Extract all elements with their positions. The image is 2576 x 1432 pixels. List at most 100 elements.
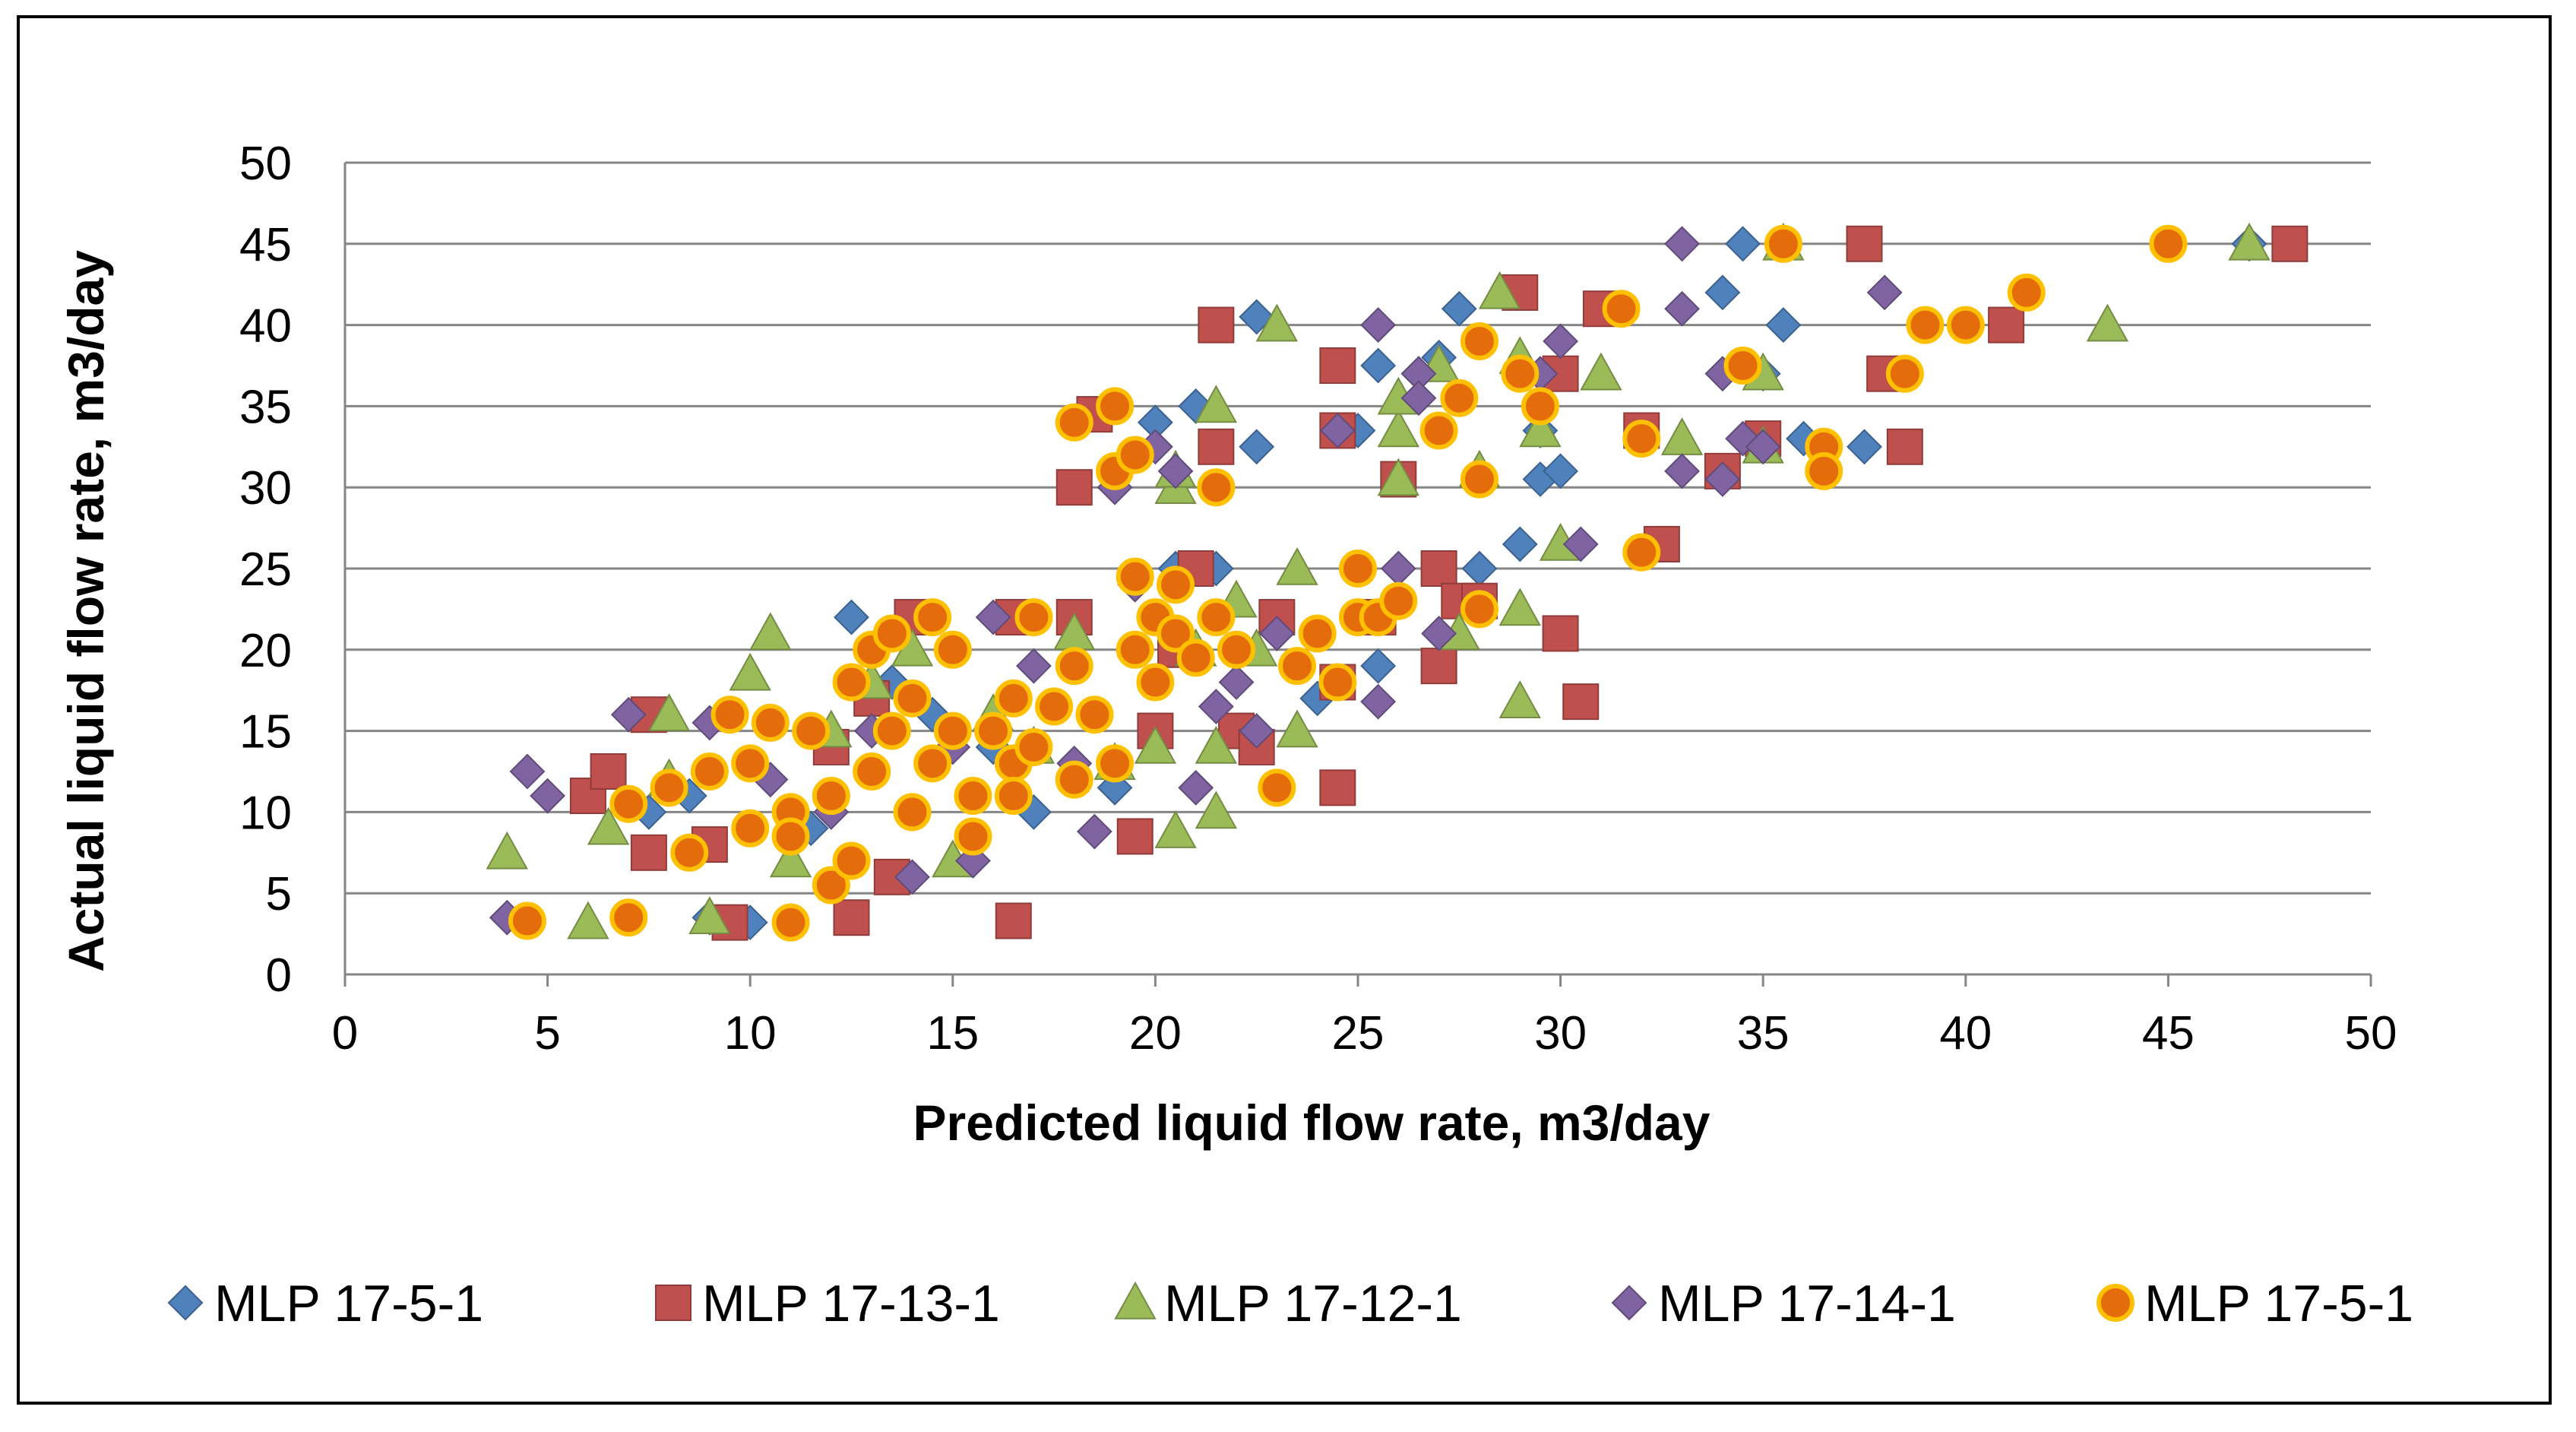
data-point: [2271, 225, 2309, 262]
legend-label: MLP 17-14-1: [1658, 1275, 1956, 1332]
data-point: [833, 899, 870, 936]
data-point: [1764, 224, 1802, 263]
data-point: [630, 834, 667, 871]
data-point: [729, 652, 771, 691]
legend-item: MLP 17-5-1: [2097, 1275, 2413, 1332]
data-point: [1420, 550, 1457, 587]
data-point: [751, 703, 790, 742]
data-point: [1134, 725, 1177, 764]
data-point: [2086, 303, 2129, 342]
data-point: [832, 841, 871, 880]
data-point: [1077, 813, 1112, 850]
series-2: [569, 225, 2309, 941]
data-point: [1441, 290, 1477, 327]
data-point: [1055, 647, 1093, 686]
data-point: [731, 809, 770, 847]
data-point: [995, 902, 1032, 939]
data-point: [933, 630, 972, 669]
data-point: [954, 817, 992, 856]
data-point: [1055, 403, 1093, 442]
data-point: [1501, 354, 1540, 393]
legend-marker: [167, 1285, 204, 1321]
data-point: [1178, 769, 1214, 806]
data-point: [1745, 429, 1781, 465]
data-point: [771, 817, 810, 856]
data-point: [731, 744, 770, 783]
data-point: [1562, 683, 1600, 721]
data-point: [1886, 428, 1923, 465]
y-tick-label: 5: [266, 868, 292, 920]
data-point: [670, 833, 709, 872]
data-point: [610, 696, 647, 733]
data-point: [1258, 616, 1295, 651]
data-point: [1360, 648, 1397, 684]
legend-marker: [1114, 1281, 1157, 1320]
data-point: [1319, 769, 1356, 806]
data-point: [1218, 664, 1255, 700]
data-point: [1478, 271, 1521, 309]
data-point: [1377, 458, 1420, 496]
data-point: [1602, 290, 1641, 328]
data-point: [1239, 713, 1275, 749]
y-tick-label: 25: [239, 543, 292, 596]
data-point: [994, 679, 1033, 718]
data-point: [894, 859, 930, 895]
data-point: [569, 778, 606, 815]
data-point: [1622, 533, 1661, 572]
data-point: [1276, 709, 1318, 748]
x-tick-label: 20: [1129, 1007, 1182, 1060]
data-point: [1276, 547, 1318, 585]
data-point: [1055, 760, 1093, 799]
data-point: [1664, 226, 1700, 262]
y-tick-label: 20: [239, 625, 292, 677]
data-point: [1419, 411, 1458, 450]
legend-label: MLP 17-5-1: [2144, 1275, 2413, 1332]
data-point: [509, 753, 546, 790]
data-point: [567, 901, 609, 939]
chart-frame: 0 5 10 15 20 25 30 35 40 45 50 0 5 10 15 20 25 30 35 40 45 50…: [17, 15, 2552, 1405]
data-point: [974, 711, 1013, 750]
data-point: [2007, 273, 2046, 312]
y-tick-label: 35: [239, 381, 292, 433]
data-point: [710, 695, 749, 734]
data-point: [1377, 409, 1420, 448]
x-tick-label: 50: [2345, 1007, 2397, 1060]
data-point: [1195, 725, 1238, 764]
legend-item: MLP 17-13-1: [655, 1275, 1000, 1332]
data-point: [1460, 322, 1498, 360]
legend-label: MLP 17-13-1: [702, 1275, 1000, 1332]
x-tick-label: 45: [2142, 1007, 2195, 1060]
data-point: [893, 679, 932, 718]
y-tick-label: 30: [239, 462, 292, 515]
data-point: [1319, 413, 1356, 448]
data-point: [650, 768, 688, 807]
x-tick-label: 15: [926, 1007, 979, 1060]
legend-item: MLP 17-5-1: [167, 1275, 483, 1332]
data-point: [1258, 768, 1296, 807]
x-tick-label: 40: [1939, 1007, 1992, 1060]
axis-layer: 0 5 10 15 20 25 30 35 40 45 50 0 5 10 15 20 25 30 35 40 45 50: [239, 138, 2397, 1060]
data-point: [1765, 307, 1802, 344]
data-point: [1498, 680, 1541, 718]
data-point: [1360, 347, 1397, 384]
data-point: [1461, 550, 1498, 587]
data-point: [913, 744, 952, 783]
data-point: [1016, 648, 1052, 684]
data-point: [1400, 380, 1437, 417]
data-point: [690, 752, 729, 790]
data-point: [1239, 429, 1275, 465]
data-point: [1420, 648, 1457, 685]
data-point: [933, 711, 972, 750]
data-point: [769, 839, 812, 878]
data-point: [1298, 614, 1337, 653]
data-point: [1176, 638, 1215, 677]
data-point: [1664, 290, 1700, 327]
data-point: [893, 793, 932, 832]
data-point: [1660, 417, 1704, 455]
data-point: [1014, 727, 1053, 766]
data-point: [954, 777, 992, 816]
data-point: [1198, 306, 1235, 344]
data-point: [1157, 453, 1194, 489]
data-point: [486, 831, 528, 870]
data-point: [1197, 598, 1236, 637]
